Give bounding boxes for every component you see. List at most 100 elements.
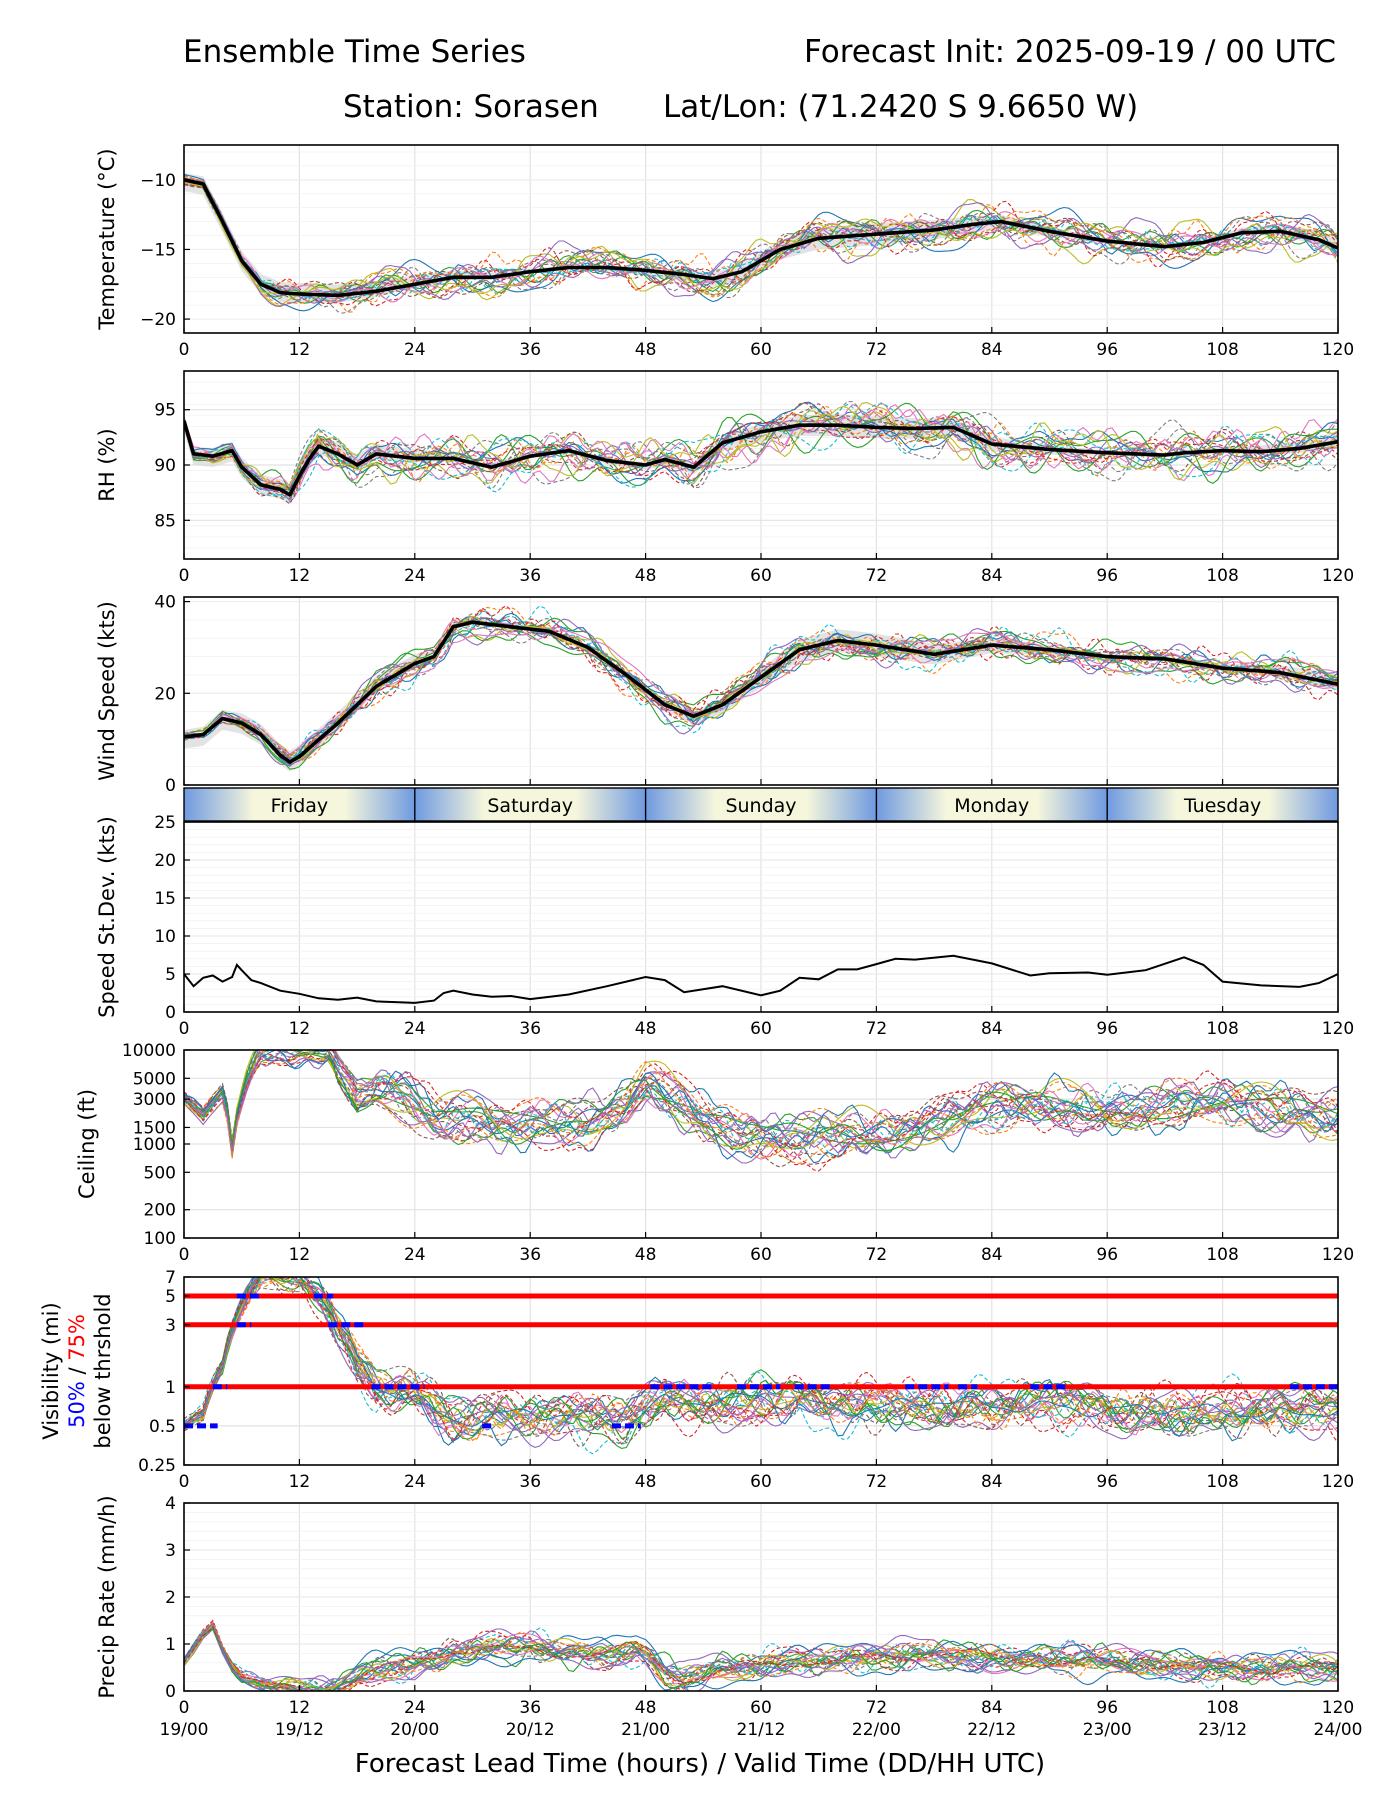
y-tick-label: 1 xyxy=(165,1378,176,1398)
day-label: Monday xyxy=(954,795,1029,817)
x-tick-label: 48 xyxy=(635,566,657,586)
valid-time-label: 24/00 xyxy=(1314,1720,1363,1740)
panel-wind: 0 20 40 Wind Speed (kts) xyxy=(95,593,1339,796)
day-segment xyxy=(645,788,877,821)
y-tick-label: 95 xyxy=(154,401,176,421)
visibility-member-line xyxy=(184,1286,1338,1441)
visibility-member-line xyxy=(184,1277,1338,1440)
x-tick-label: 0 xyxy=(179,1472,190,1492)
x-tick-label: 84 xyxy=(981,1698,1003,1718)
x-tick-label: 36 xyxy=(519,1472,541,1492)
ceiling-plot-area xyxy=(184,1050,1338,1172)
precip-member-line xyxy=(184,1622,1338,1691)
x-tick-label: 12 xyxy=(289,340,311,360)
y-tick-label: 7 xyxy=(165,1268,176,1288)
x-tick-label: 36 xyxy=(519,1698,541,1718)
x-tick-label: 0 xyxy=(179,340,190,360)
wind-member-line xyxy=(184,607,1338,758)
y-tick-label: 10 xyxy=(154,927,176,947)
x-tick-label: 108 xyxy=(1206,1472,1238,1492)
y-tick-label: −20 xyxy=(140,310,176,330)
y-axis-label: RH (%) xyxy=(95,428,119,501)
temperature-member-line xyxy=(184,181,1338,298)
ceiling-member-line xyxy=(184,1050,1338,1152)
precip-member-line xyxy=(184,1625,1338,1691)
pct75-label: 75% xyxy=(65,1314,89,1361)
y-tick-label: 20 xyxy=(154,851,176,871)
x-tick-label: 36 xyxy=(519,566,541,586)
y-tick-label: 0.5 xyxy=(149,1417,176,1437)
ceiling-member-line xyxy=(184,1053,1338,1164)
rh-member-line xyxy=(184,404,1338,488)
y-tick-label: 85 xyxy=(154,511,176,531)
precip-member-line xyxy=(184,1622,1338,1690)
y-tick-label: 40 xyxy=(154,593,176,613)
precip-member-line xyxy=(184,1622,1338,1691)
station-name: Station: Sorasen xyxy=(343,89,599,125)
x-tick-label: 0 xyxy=(179,1245,190,1265)
x-tick-label: 72 xyxy=(866,1472,888,1492)
wind-member-line xyxy=(184,618,1338,767)
x-tick-label: 96 xyxy=(1096,340,1118,360)
rh-member-line xyxy=(184,412,1338,493)
wind-plot-area xyxy=(184,605,1338,772)
visibility-member-line xyxy=(184,1277,1338,1447)
panel-rh: 85 90 95 0 12 24 36 48 60 72 84 96 108 120 RH (%) xyxy=(95,370,1354,586)
visibility-member-line xyxy=(184,1277,1338,1437)
y-tick-label: 90 xyxy=(154,456,176,476)
y-tick-label: 4 xyxy=(165,1494,176,1514)
x-tick-label: 120 xyxy=(1322,1698,1354,1718)
x-tick-label: 84 xyxy=(981,1472,1003,1492)
pct-separator: / xyxy=(65,1361,89,1381)
temperature-member-line xyxy=(184,183,1338,307)
x-tick-label: 72 xyxy=(866,1698,888,1718)
y-axis-label: Wind Speed (kts) xyxy=(95,601,119,781)
x-tick-label: 120 xyxy=(1322,1472,1354,1492)
rh-plot-area xyxy=(184,401,1338,505)
station-latlon: Lat/Lon: (71.2420 S 9.6650 W) xyxy=(663,89,1139,125)
x-tick-label: 60 xyxy=(750,566,772,586)
x-tick-label: 60 xyxy=(750,1472,772,1492)
precip-member-line xyxy=(184,1620,1338,1691)
y-tick-label: 1500 xyxy=(133,1118,176,1138)
x-tick-label: 120 xyxy=(1322,1019,1354,1039)
y-axis-label-pcts: 50% / 75% xyxy=(65,1314,89,1428)
y-tick-label: 0 xyxy=(165,1682,176,1702)
x-tick-label: 24 xyxy=(404,1019,426,1039)
x-tick-label: 36 xyxy=(519,340,541,360)
y-tick-label: 5 xyxy=(165,1287,176,1307)
x-tick-label: 12 xyxy=(289,1019,311,1039)
y-tick-label: 5 xyxy=(165,965,176,985)
valid-time-label: 19/00 xyxy=(160,1720,209,1740)
x-tick-label: 84 xyxy=(981,1245,1003,1265)
temperature-mean-line xyxy=(184,178,1338,298)
x-tick-label: 12 xyxy=(289,566,311,586)
valid-time-label: 20/12 xyxy=(506,1720,555,1740)
precip-plot-area xyxy=(184,1619,1338,1691)
y-tick-label: 3 xyxy=(165,1541,176,1561)
panel-visibility: 0.25 0.5 1 3 57 0 12 24 36 48 60 72 84 96 108 120 Visibi… xyxy=(39,1268,1354,1492)
x-tick-label: 108 xyxy=(1206,1245,1238,1265)
y-tick-label: 3000 xyxy=(133,1090,176,1110)
x-tick-label: 0 xyxy=(179,566,190,586)
rh-member-line xyxy=(184,403,1338,505)
x-tick-label: 24 xyxy=(404,566,426,586)
y-tick-label: 5000 xyxy=(133,1069,176,1089)
valid-time-label: 23/12 xyxy=(1198,1720,1247,1740)
day-segment xyxy=(414,788,646,821)
x-tick-label: 48 xyxy=(635,1245,657,1265)
x-tick-label: 12 xyxy=(289,1245,311,1265)
x-tick-label: 48 xyxy=(635,1019,657,1039)
valid-time-label: 19/12 xyxy=(275,1720,324,1740)
chart-title: Ensemble Time Series xyxy=(183,34,526,70)
x-tick-label: 36 xyxy=(519,1019,541,1039)
ceiling-member-line xyxy=(184,1050,1338,1158)
x-tick-label: 24 xyxy=(404,1698,426,1718)
x-tick-label: 96 xyxy=(1096,566,1118,586)
x-tick-label: 24 xyxy=(404,340,426,360)
x-tick-label: 48 xyxy=(635,1472,657,1492)
ceiling-member-line xyxy=(184,1050,1338,1152)
x-tick-label: 96 xyxy=(1096,1698,1118,1718)
